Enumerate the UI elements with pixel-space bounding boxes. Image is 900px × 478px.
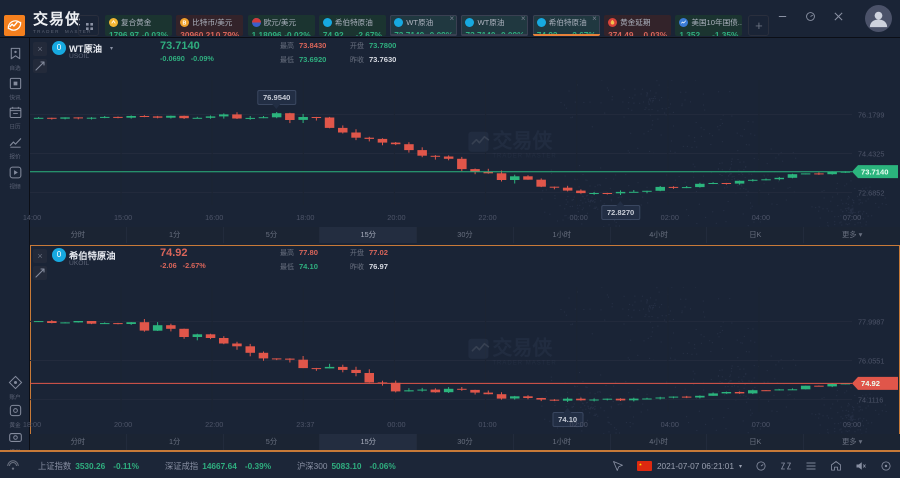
svg-text:74.92: 74.92	[861, 379, 880, 388]
svg-text:72.6852: 72.6852	[858, 189, 884, 198]
svg-text:交易侠: 交易侠	[492, 336, 553, 360]
svg-text:交易侠: 交易侠	[492, 129, 553, 153]
svg-text:74.4325: 74.4325	[858, 150, 884, 159]
svg-text:TRADER MASTER: TRADER MASTER	[492, 361, 556, 367]
svg-text:73.7140: 73.7140	[861, 168, 888, 177]
svg-text:74.1116: 74.1116	[858, 396, 883, 405]
svg-text:B: B	[183, 20, 187, 26]
svg-text:77.9987: 77.9987	[858, 317, 884, 326]
svg-text:76.1799: 76.1799	[858, 110, 884, 119]
svg-text:TRADER MASTER: TRADER MASTER	[492, 154, 556, 160]
svg-text:76.0551: 76.0551	[858, 357, 884, 366]
